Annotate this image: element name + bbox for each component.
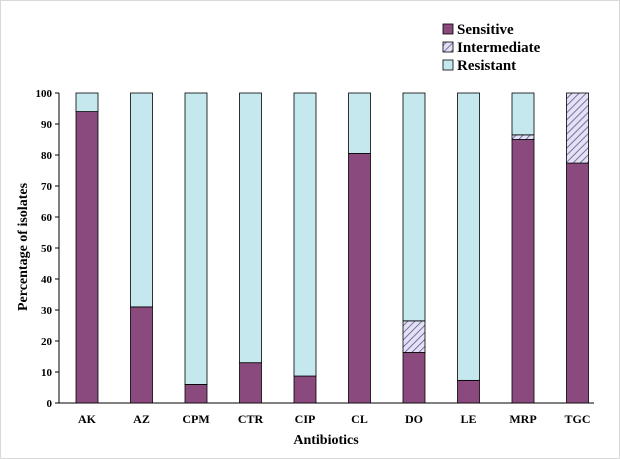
x-tick-label: LE [460,412,476,426]
bar-segment-resistant-cl [348,92,371,154]
y-tick-label: 70 [41,181,53,193]
x-tick-label: AZ [133,412,150,426]
y-tick-label: 20 [41,336,53,348]
bar-segment-resistant-ctr [239,92,262,364]
x-tick-label: CPM [182,412,209,426]
y-tick-label: 100 [36,88,53,100]
x-tick-label: TGC [564,412,590,426]
bar-segment-sensitive-ak [75,111,99,404]
x-tick-label: MRP [509,412,536,426]
y-tick-label: 50 [41,243,53,255]
legend-swatch-intermediate [442,41,454,53]
bar-segment-resistant-ak [75,92,99,113]
bar-segment-intermediate-mrp [511,134,535,140]
y-tick-label: 10 [41,367,53,379]
bar-segment-resistant-le [457,92,480,381]
bar-segment-sensitive-az [130,306,153,404]
y-tick-label: 90 [41,119,53,131]
y-tick-label: 80 [41,150,53,162]
y-tick-label: 0 [47,398,53,410]
x-tick-label: CIP [295,412,316,426]
plot-area: 0 10 20 30 40 50 60 70 80 90 100 AK AZ CPM CTR CIP CL DO L… [36,88,594,426]
bar-segment-sensitive-mrp [511,139,535,404]
x-tick-label: CTR [238,412,264,426]
bar-segment-sensitive-cpm [184,383,208,404]
bar-segment-sensitive-cl [348,153,371,404]
bar-segment-resistant-mrp [511,92,535,136]
y-tick-label: 60 [41,212,53,224]
legend-label-sensitive: Sensitive [457,22,514,38]
legend-swatch-resistant [442,59,454,71]
bar-segment-intermediate-tgc [566,92,589,164]
bar-segment-sensitive-cip [293,375,317,404]
bar-segment-sensitive-do [402,352,426,404]
bar-segment-sensitive-ctr [239,362,262,404]
x-tick-label: DO [405,412,423,426]
bar-segment-sensitive-tgc [566,162,589,404]
legend-swatch-sensitive [442,23,454,35]
bar-segment-resistant-cpm [184,92,208,385]
chart-legend: Sensitive Intermediate Resistant [442,22,541,74]
bar-segment-resistant-cip [293,92,317,377]
bar-segment-sensitive-le [457,379,480,404]
y-tick-label: 30 [41,305,53,317]
x-tick-label: CL [351,412,368,426]
x-tick-label: AK [78,412,97,426]
x-axis-title: Antibiotics [293,433,359,448]
bar-segment-resistant-do [402,92,426,322]
legend-label-resistant: Resistant [457,58,516,74]
bar-segment-resistant-az [130,92,153,308]
legend-label-intermediate: Intermediate [457,40,541,56]
y-axis-title: Percentage of isolates [16,182,31,311]
bar-segment-intermediate-do [402,320,426,353]
y-tick-label: 40 [41,274,53,286]
